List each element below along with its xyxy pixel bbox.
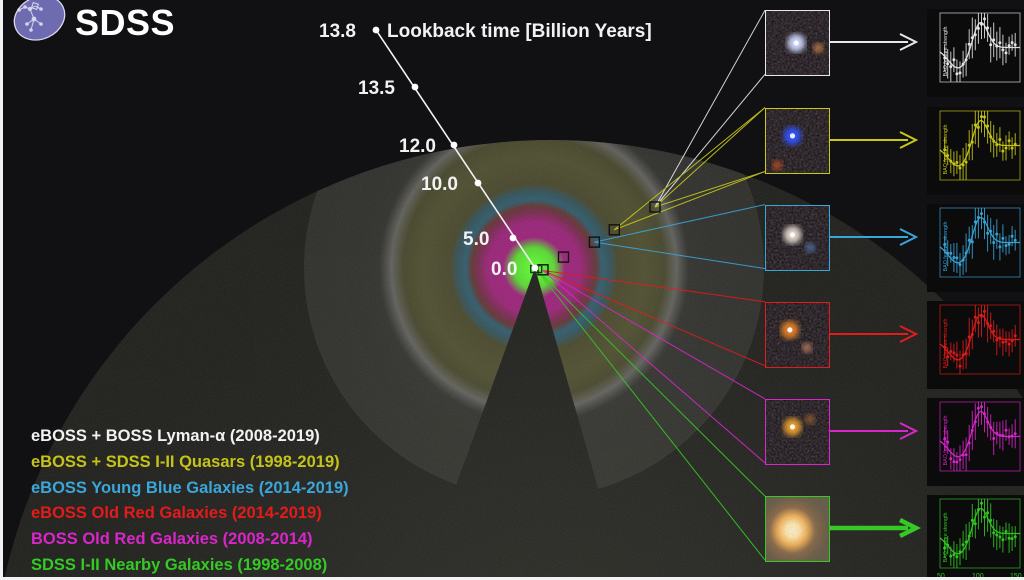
svg-text:150: 150	[1010, 573, 1022, 580]
svg-text:100: 100	[972, 573, 984, 580]
svg-text:50: 50	[937, 573, 945, 580]
